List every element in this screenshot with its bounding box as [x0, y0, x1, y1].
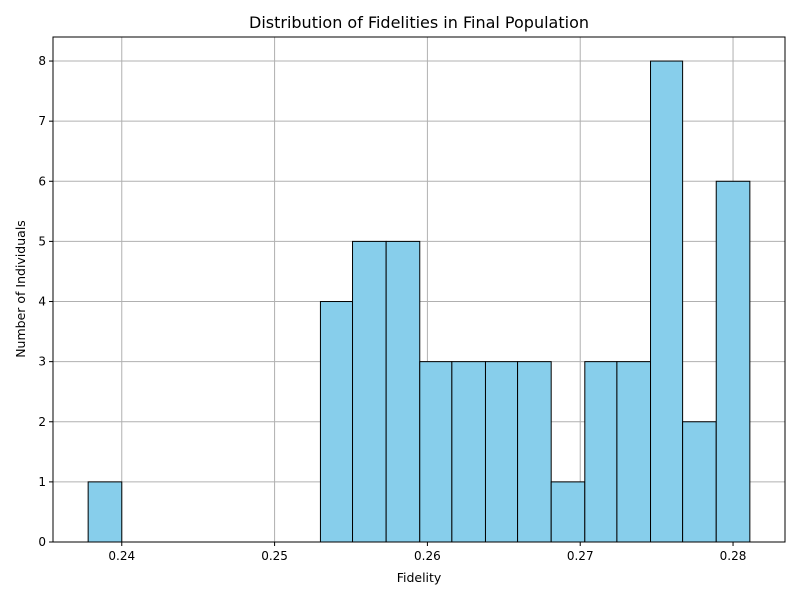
plot-frame: [52, 36, 786, 543]
histogram-bar-18: [682, 421, 717, 543]
x-tick-label-2: 0.26: [414, 549, 441, 563]
x-axis-ticks: 0.24 0.25 0.26 0.27 0.28: [108, 542, 746, 563]
histogram-bar-10: [419, 361, 453, 543]
histogram-bar-13: [517, 361, 552, 543]
y-tick-label-4: 4: [38, 295, 46, 309]
histogram-bar-16: [616, 361, 652, 543]
histogram-bar-15: [584, 361, 618, 543]
y-tick-label-2: 2: [38, 415, 46, 429]
histogram-bar-14: [550, 481, 586, 543]
chart-title: Distribution of Fidelities in Final Popu…: [249, 13, 589, 32]
x-tick-label-0: 0.24: [108, 549, 135, 563]
histogram-bar-19: [715, 180, 751, 543]
x-axis-label: Fidelity: [397, 570, 442, 585]
histogram-bar-7: [319, 301, 354, 543]
histogram-bar-11: [451, 361, 486, 543]
y-tick-label-5: 5: [38, 234, 46, 248]
y-axis-ticks: 0 1 2 3 4 5 6 7 8: [38, 54, 53, 549]
histogram-bar-0: [87, 481, 123, 543]
histogram-bar-17: [650, 60, 684, 543]
histogram-bar-9: [385, 240, 421, 543]
y-tick-label-3: 3: [38, 355, 46, 369]
y-tick-label-6: 6: [38, 174, 46, 188]
x-tick-label-3: 0.27: [567, 549, 594, 563]
x-tick-label-1: 0.25: [261, 549, 288, 563]
x-tick-label-4: 0.28: [720, 549, 747, 563]
y-tick-label-0: 0: [38, 535, 46, 549]
histogram-bar-8: [352, 240, 387, 543]
y-axis-label: Number of Individuals: [13, 220, 28, 358]
histogram-bar-12: [484, 361, 519, 543]
y-tick-label-8: 8: [38, 54, 46, 68]
y-tick-label-7: 7: [38, 114, 46, 128]
y-tick-label-1: 1: [38, 475, 46, 489]
